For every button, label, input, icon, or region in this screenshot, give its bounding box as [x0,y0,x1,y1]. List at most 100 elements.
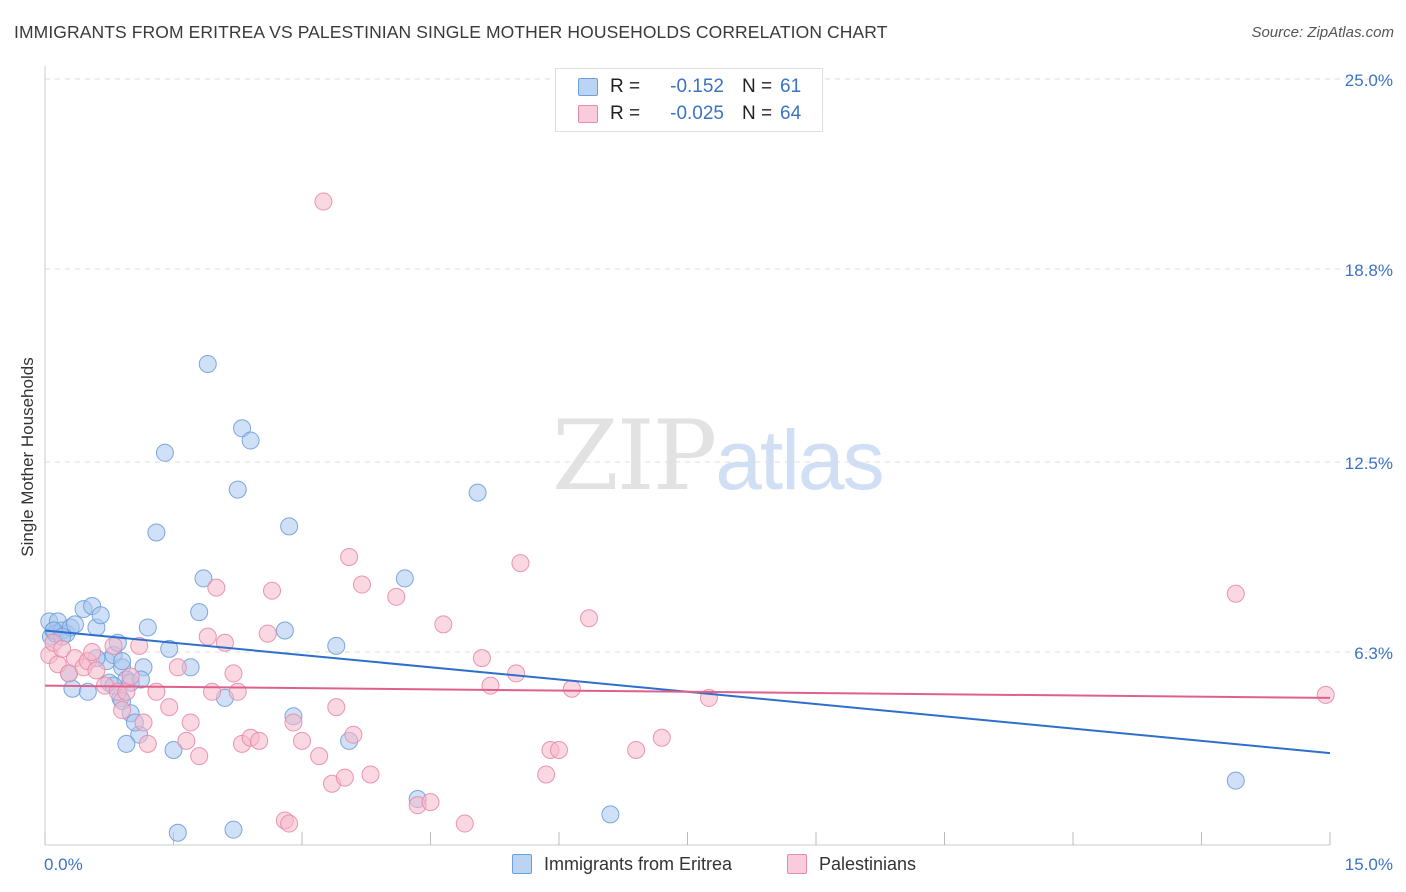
stats-n-label: N = [742,76,773,97]
palestinian-point [1226,584,1245,603]
eritrea-point [275,621,294,640]
palestinian-point [507,664,526,683]
palestinian-point [421,793,440,812]
eritrea-point [91,606,110,625]
palestinian-point [198,627,217,646]
source-label: Source: ZipAtlas.com [1251,24,1394,41]
palestinian-point [121,667,140,686]
legend-item-palestinians[interactable]: Palestinians [787,851,916,877]
y-tick-label: 18.8% [1345,261,1393,280]
eritrea-point [1226,771,1245,790]
palestinian-trend-line [44,684,1331,699]
palestinian-point [293,731,311,750]
palestinian-point [327,698,346,717]
legend-item-eritrea[interactable]: Immigrants from Eritrea [512,851,732,877]
eritrea-point [198,354,217,373]
palestinian-point [87,661,106,680]
palestinian-point [181,713,200,732]
palestinian-point [352,575,371,594]
eritrea-point [63,679,82,698]
palestinian-point [511,554,530,573]
palestinian-point [53,639,72,658]
palestinian-point [263,581,282,600]
eritrea-point [78,682,97,701]
palestinian-point [1316,685,1335,704]
legend-swatch-blue [512,854,532,874]
y-tick-label: 6.3% [1354,644,1393,663]
palestinian-point [652,728,671,747]
stats-r-value: -0.152 [670,76,724,97]
palestinian-point [160,698,179,717]
stats-r-value: -0.025 [670,103,724,124]
x-tick-label: 15.0% [1345,855,1393,874]
palestinian-point [550,741,568,760]
eritrea-point [233,419,252,438]
eritrea-point [601,805,620,824]
eritrea-point [224,820,243,839]
palestinian-point [138,734,157,753]
stats-r-label: R = [610,103,641,124]
palestinian-point [627,741,646,760]
stats-row-palestinians: R = -0.025 N = 64 [578,101,801,127]
stats-swatch-pink [578,105,598,123]
palestinian-point [314,192,333,211]
watermark-zip: ZIP [552,400,717,512]
stats-n-label: N = [742,103,773,124]
stats-box: R = -0.152 N = 61 R = -0.025 N = 64 [555,68,823,132]
eritrea-point [160,639,179,658]
eritrea-point [164,741,183,760]
legend-swatch-pink [787,854,807,874]
palestinian-point [344,725,363,744]
palestinian-point [481,676,500,695]
watermark: ZIPatlas [552,400,885,512]
palestinian-point [134,713,153,732]
eritrea-point [194,569,213,588]
chart-title: IMMIGRANTS FROM ERITREA VS PALESTINIAN S… [14,22,888,42]
palestinian-point [537,765,556,784]
eritrea-point [241,431,260,450]
palestinian-point [472,649,491,668]
eritrea-point [65,615,84,634]
x-tick-label: 0.0% [44,855,83,874]
palestinian-point [190,747,209,766]
palestinian-point [83,642,102,661]
palestinian-point [104,636,123,655]
palestinian-point [579,609,598,628]
eritrea-point [468,483,487,502]
stats-r-label: R = [610,76,641,97]
legend-label: Immigrants from Eritrea [544,853,733,874]
watermark-atlas: atlas [715,413,884,507]
palestinian-point [228,682,247,701]
eritrea-point [228,480,247,499]
palestinian-point [258,624,277,643]
eritrea-point [327,636,346,655]
y-tick-label: 25.0% [1345,71,1393,90]
palestinian-point [177,731,196,750]
stats-n-value: 64 [780,103,802,124]
eritrea-point [155,443,174,462]
palestinian-point [207,578,226,597]
palestinian-point [387,587,406,606]
eritrea-point [395,569,414,588]
palestinian-point [434,615,453,634]
palestinian-point [335,768,354,787]
eritrea-point [168,823,187,842]
y-tick-label: 12.5% [1345,454,1393,473]
legend-label: Palestinians [819,853,917,874]
eritrea-point [147,523,166,542]
palestinian-point [113,701,132,720]
palestinian-point [455,814,474,833]
palestinian-point [284,713,303,732]
palestinian-point [562,679,581,698]
palestinian-point [361,765,380,784]
palestinian-point [203,682,222,701]
palestinian-point [130,636,149,655]
eritrea-point [190,603,209,622]
palestinian-point [310,747,329,766]
palestinian-point [280,814,299,833]
palestinian-point [168,658,187,677]
eritrea-point [138,618,157,637]
eritrea-point [117,734,136,753]
stats-n-value: 61 [780,76,802,97]
